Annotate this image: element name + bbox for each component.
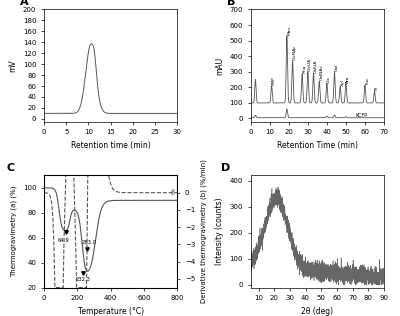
X-axis label: Retention time (min): Retention time (min) <box>71 141 150 150</box>
Text: B: B <box>227 0 235 7</box>
Text: Fuc: Fuc <box>365 77 369 84</box>
Text: GalUA: GalUA <box>314 59 318 73</box>
Text: 64.9: 64.9 <box>58 238 70 243</box>
Text: Man: Man <box>287 26 291 35</box>
Text: 232.3: 232.3 <box>76 277 91 282</box>
Text: Xyl: Xyl <box>340 79 344 86</box>
Y-axis label: Derivative thermogravimetry (b) (%/min): Derivative thermogravimetry (b) (%/min) <box>201 160 208 303</box>
Text: FMP: FMP <box>272 76 276 85</box>
Y-axis label: mAU: mAU <box>215 57 224 75</box>
Y-axis label: mV: mV <box>8 59 17 72</box>
Text: b: b <box>171 191 175 196</box>
Text: C: C <box>7 163 15 173</box>
Text: D: D <box>221 163 230 173</box>
Text: Glc: Glc <box>327 76 331 83</box>
Text: Gal: Gal <box>335 64 339 71</box>
Text: Ara: Ara <box>346 75 350 83</box>
Y-axis label: Thermogravimetry (a) (%): Thermogravimetry (a) (%) <box>11 186 17 277</box>
Text: GlcNAc: GlcNAc <box>293 45 297 60</box>
Text: a: a <box>171 188 174 193</box>
Y-axis label: Intensity (counts): Intensity (counts) <box>215 198 224 265</box>
Text: GalNAc: GalNAc <box>320 64 324 80</box>
X-axis label: 2θ (deg): 2θ (deg) <box>301 307 333 316</box>
Text: Rha: Rha <box>302 65 306 73</box>
Text: 283.0: 283.0 <box>81 240 96 245</box>
Text: A: A <box>20 0 29 7</box>
Text: GlcUA: GlcUA <box>308 58 312 71</box>
X-axis label: Retention Time (min): Retention Time (min) <box>277 141 358 150</box>
X-axis label: Temperature (°C): Temperature (°C) <box>78 307 144 316</box>
Text: KCFP: KCFP <box>356 112 368 118</box>
Text: Ri: Ri <box>375 86 379 90</box>
